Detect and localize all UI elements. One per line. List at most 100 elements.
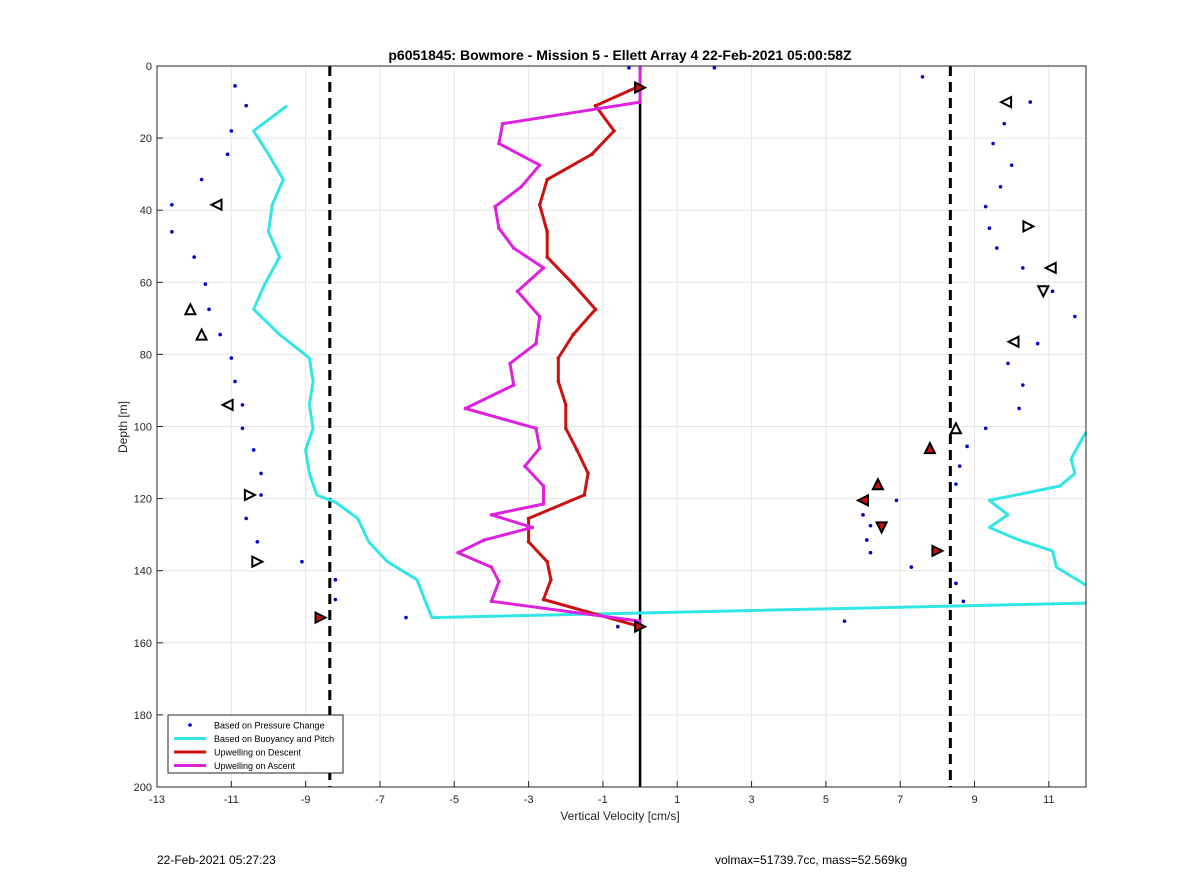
series-vertex (541, 502, 546, 506)
pressure-change-point (170, 202, 174, 207)
pressure-change-point (333, 577, 338, 582)
pressure-change-point (868, 523, 873, 528)
pressure-change-point (957, 464, 962, 468)
pressure-change-point (240, 426, 245, 431)
series-vertex (545, 177, 549, 182)
x-tick-label: -9 (301, 794, 311, 806)
axis-ticks: -13 -11 -9 -7 -5 -3 -1 1 3 5 7 9 1102040608010012014… (134, 61, 1055, 806)
pressure-change-point (225, 152, 230, 157)
triangle-marker (1006, 335, 1020, 349)
pressure-change-point (1021, 383, 1025, 387)
y-tick-label: 100 (134, 422, 152, 434)
pressure-change-point (920, 75, 925, 79)
chart-title: p6051845: Bowmore - Mission 5 - Ellett A… (388, 47, 852, 63)
pressure-change-point (229, 129, 234, 133)
series-vertex (575, 448, 579, 452)
series-line (987, 431, 1088, 587)
y-tick-label: 40 (140, 205, 152, 217)
pressure-change-point (1050, 289, 1055, 294)
x-tick-label: -1 (598, 794, 608, 806)
pressure-change-point (244, 516, 248, 521)
triangle-marker (194, 327, 209, 341)
legend-label: Upwelling on Descent (214, 748, 302, 758)
series-vertex (638, 66, 642, 70)
triangle-marker (251, 555, 265, 569)
series-vertex (593, 307, 598, 312)
pressure-change-point (615, 624, 620, 629)
series-vertex (541, 266, 546, 270)
series-vertex (537, 202, 542, 207)
pressure-change-point (983, 426, 988, 431)
pressure-change-point (868, 550, 873, 555)
pressure-change-point (861, 513, 865, 517)
series-vertex (489, 565, 494, 569)
series-vertex (541, 484, 546, 488)
pressure-change-point (998, 184, 1003, 189)
pressure-change-point (233, 84, 237, 88)
series-vertex (586, 471, 590, 476)
series-vertex (526, 516, 531, 521)
x-tick-label: -11 (224, 794, 239, 806)
pressure-change-point (251, 448, 256, 452)
x-tick-label: 5 (823, 794, 829, 806)
series-vertex (515, 289, 520, 294)
pressure-change-point (894, 498, 899, 503)
series-vertex (563, 403, 568, 407)
series-vertex (638, 619, 642, 623)
grid-lines (156, 65, 1086, 788)
triangle-marker (243, 488, 258, 502)
pressure-change-point (170, 230, 174, 234)
series-vertex (541, 597, 546, 602)
triangle-marker (923, 440, 937, 455)
series-vertex (534, 341, 538, 346)
triangle-marker (634, 619, 648, 634)
legend-label: Upwelling on Ascent (214, 761, 296, 771)
series-vertex (526, 540, 531, 544)
series-vertex (638, 100, 642, 104)
pressure-change-point (627, 66, 631, 70)
y-axis-label: Depth [m] (116, 401, 130, 453)
pressure-change-point (1021, 266, 1025, 270)
pressure-change-point (244, 103, 248, 108)
x-tick-label: 3 (748, 794, 754, 806)
pressure-change-point (218, 332, 222, 337)
series-vertex (489, 599, 494, 604)
series-vertex (497, 226, 501, 231)
series-vertex (493, 204, 497, 209)
x-tick-label: 9 (971, 794, 977, 806)
pressure-change-point (909, 565, 914, 569)
pressure-change-point (983, 204, 988, 209)
pressure-change-point (300, 559, 304, 564)
legend-label: Based on Pressure Change (214, 721, 325, 731)
pressure-change-point (199, 177, 204, 182)
pressure-change-point (1002, 121, 1007, 126)
series-vertex (497, 141, 501, 146)
pressure-change-point (255, 540, 260, 544)
series-vertex (571, 282, 575, 286)
series-vertex (519, 184, 523, 189)
series-vertex (523, 464, 527, 468)
y-tick-label: 0 (146, 61, 152, 73)
series-vertex (545, 230, 549, 234)
triangle-marker (855, 493, 869, 508)
pressure-change-point (712, 66, 717, 70)
pressure-change-point (404, 615, 408, 620)
triangle-marker (871, 476, 885, 491)
y-tick-label: 120 (134, 494, 152, 506)
series-vertex (612, 129, 616, 133)
plot-series (170, 66, 1088, 787)
series-vertex (593, 103, 598, 108)
x-tick-label: -3 (524, 794, 534, 806)
pressure-change-point (233, 379, 237, 384)
series-vertex (549, 577, 553, 582)
series-vertex (556, 356, 561, 360)
pressure-change-point (864, 538, 869, 542)
pressure-change-point (207, 307, 211, 312)
pressure-change-point (240, 403, 245, 407)
series-line (456, 67, 642, 623)
triangle-marker (183, 302, 198, 316)
triangle-marker (998, 95, 1013, 109)
pressure-change-point (1006, 361, 1010, 366)
pressure-change-point (259, 471, 263, 476)
triangle-marker (1043, 261, 1057, 275)
